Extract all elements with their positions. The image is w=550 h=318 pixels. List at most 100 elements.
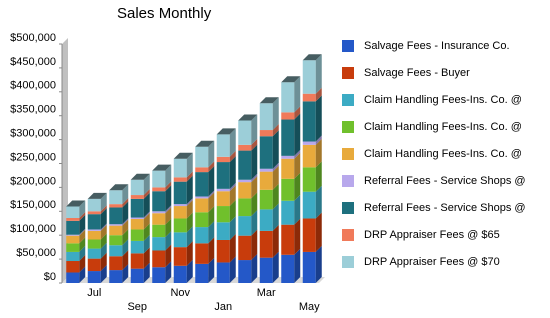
bar-segment [238, 216, 252, 236]
bar-side [315, 212, 322, 252]
bar-side [100, 208, 107, 230]
bar-side [208, 221, 215, 244]
bar-segment [281, 155, 295, 159]
bar-side [143, 212, 150, 230]
bar-side [100, 224, 107, 240]
bar-segment [195, 212, 209, 228]
bar-segment [216, 239, 230, 263]
legend-label: Referral Fees - Service Shops @ [364, 175, 526, 187]
y-tick-label: $200,000 [10, 175, 56, 187]
bar-side [251, 144, 258, 180]
bar-side [315, 54, 322, 94]
bar-side [251, 138, 258, 151]
bar-side [229, 156, 236, 189]
bar-segment [195, 196, 209, 199]
bar-top [152, 164, 172, 171]
bar-segment [152, 191, 166, 212]
legend-swatch [342, 256, 354, 268]
bar-segment [259, 168, 273, 172]
x-tick-label: Jan [214, 301, 232, 313]
bar-segment [216, 206, 230, 223]
bar-side [315, 95, 322, 142]
bar-side [272, 251, 279, 283]
bar-segment [87, 198, 101, 212]
bar-segment [238, 144, 252, 151]
bar-segment [130, 253, 144, 269]
bar-side [79, 228, 86, 236]
bar-segment [195, 227, 209, 244]
bar-side [315, 87, 322, 102]
bar-side [143, 192, 150, 218]
bar-segment [195, 243, 209, 264]
bar-side [165, 205, 172, 214]
bar-side [186, 226, 193, 248]
bar-side [251, 254, 258, 283]
bar-segment [66, 235, 80, 244]
y-tick-label: $50,000 [16, 247, 56, 259]
bar-top [216, 128, 236, 135]
bar-side [143, 234, 150, 254]
bar-top [281, 76, 301, 83]
bar-segment [302, 101, 316, 142]
bar-side [294, 149, 301, 159]
y-tick-label: $450,000 [10, 56, 56, 68]
x-tick-label: Jul [87, 287, 101, 299]
bar-segment [302, 93, 316, 102]
bar-side [272, 162, 279, 172]
bar-segment [66, 251, 80, 262]
bar-segment [302, 60, 316, 94]
bar-segment [152, 211, 166, 214]
bar-segment [173, 181, 187, 205]
bar-segment [152, 213, 166, 225]
bar-segment [109, 204, 123, 208]
bar-side [272, 124, 279, 137]
bar-segment [302, 144, 316, 168]
legend-label: Claim Handling Fees-Ins. Co. @ [364, 94, 522, 106]
bar-side [272, 203, 279, 231]
bar-segment [173, 265, 187, 283]
legend-swatch [342, 94, 354, 106]
bar-segment [195, 198, 209, 213]
bar-segment [66, 261, 80, 273]
y-tick-label: $500,000 [10, 32, 56, 44]
bar-segment [216, 191, 230, 207]
bar-segment [216, 222, 230, 240]
bar-top [109, 184, 129, 191]
legend-swatch [342, 202, 354, 214]
legend-swatch [342, 229, 354, 241]
bar-segment [109, 245, 123, 257]
bar-side [229, 233, 236, 263]
y-tick-label: $350,000 [10, 104, 56, 116]
bar-side [251, 114, 258, 145]
bar-segment [130, 198, 144, 218]
bar-segment [66, 272, 80, 283]
bar-side [208, 257, 215, 283]
bar-side [79, 245, 86, 262]
bar-segment [216, 134, 230, 157]
bar-side [272, 183, 279, 210]
bar-side [186, 200, 193, 219]
bar-side [229, 182, 236, 192]
bar-segment [130, 268, 144, 283]
bar-side [186, 152, 193, 178]
bar-segment [173, 204, 187, 207]
bar-side [229, 200, 236, 223]
bar-segment [281, 112, 295, 120]
bar-segment [281, 224, 295, 255]
bar-segment [216, 262, 230, 283]
bar-side [165, 164, 172, 188]
bar-side [294, 76, 301, 113]
bar-side [79, 255, 86, 273]
bar-side [165, 231, 172, 251]
bar-segment [66, 217, 80, 221]
x-tick-label: May [299, 301, 320, 313]
bar-segment [259, 230, 273, 258]
bar-side [208, 166, 215, 197]
bar-side [315, 185, 322, 219]
bar-side [251, 173, 258, 183]
bar-side [79, 237, 86, 252]
bar-side [294, 113, 301, 156]
bar-side [122, 264, 129, 283]
bar-side [294, 194, 301, 225]
